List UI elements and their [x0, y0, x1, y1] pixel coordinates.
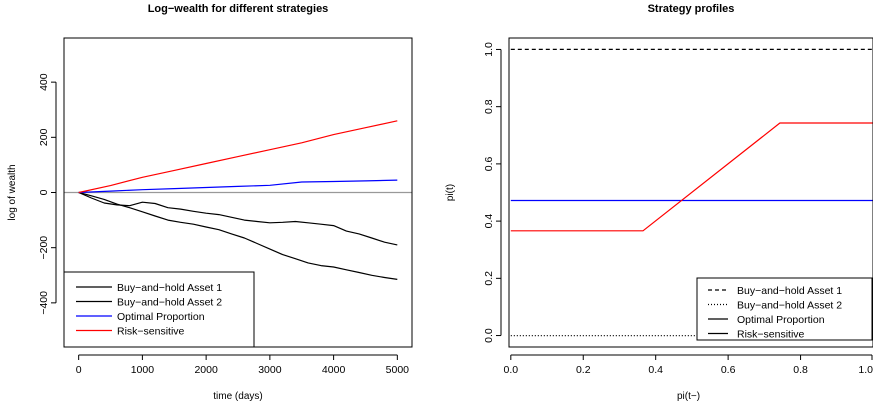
x-tick-label: 0.8	[793, 364, 808, 376]
x-tick-label: 0.4	[648, 364, 663, 376]
y-tick-label: 0.4	[483, 214, 495, 229]
y-tick-label: 0.2	[483, 271, 495, 286]
legend-entry-1: Buy−and−hold Asset 2	[737, 300, 842, 312]
series-line-3	[510, 122, 873, 232]
legend-box	[63, 271, 255, 348]
chart-right-strategy-profiles: Strategy profiles 0.0 0.2 0.4 0.6 0.8 1.0 0.0 0.…	[445, 3, 873, 402]
legend-entry-2: Optimal Proportion	[737, 314, 825, 326]
x-tick-label: 0.0	[504, 364, 519, 376]
y-tick-label: 1.0	[483, 42, 495, 57]
x-tick-label: 1.0	[858, 364, 873, 376]
x-tick-label: 4000	[322, 364, 346, 376]
x-tick-label: 5000	[386, 364, 410, 376]
x-tick-label: 3000	[258, 364, 282, 376]
chart-title: Log−wealth for different strategies	[148, 3, 329, 15]
x-tick-label: 0	[76, 364, 82, 376]
legend-box	[696, 277, 873, 341]
y-tick-label: 200	[38, 128, 50, 146]
x-axis-label: time (days)	[213, 391, 262, 402]
legend-entry-3: Risk−sensitive	[737, 329, 805, 341]
chart-left-log-wealth: Log−wealth for different strategies 0 1000…	[7, 3, 413, 402]
y-tick-label: 0.8	[483, 99, 495, 114]
y-tick-label: 400	[38, 73, 50, 91]
y-tick-label: 0.0	[483, 328, 495, 343]
y-axis-label: log of wealth	[7, 164, 18, 220]
legend-entry-3: Risk−sensitive	[117, 326, 185, 338]
legend-entry-0: Buy−and−hold Asset 1	[117, 282, 222, 294]
y-tick-label: −400	[38, 291, 50, 315]
y-axis-label: pi(t)	[445, 184, 456, 201]
legend-entry-1: Buy−and−hold Asset 2	[117, 297, 222, 309]
legend-entry-2: Optimal Proportion	[117, 311, 205, 323]
y-tick-label: 0.6	[483, 156, 495, 171]
legend-entry-0: Buy−and−hold Asset 1	[737, 285, 842, 297]
series-line-1	[78, 191, 398, 246]
plot-frame	[508, 37, 873, 348]
x-tick-label: 1000	[131, 364, 155, 376]
x-axis-label: pi(t−)	[677, 391, 700, 402]
series-line-3	[78, 120, 398, 194]
series-line-2	[78, 179, 398, 194]
y-tick-label: 0	[38, 189, 50, 195]
x-tick-label: 2000	[194, 364, 218, 376]
series-line-0	[78, 191, 398, 280]
y-tick-label: −200	[38, 236, 50, 260]
x-tick-label: 0.6	[721, 364, 736, 376]
chart-title: Strategy profiles	[648, 3, 735, 15]
x-tick-label: 0.2	[576, 364, 591, 376]
